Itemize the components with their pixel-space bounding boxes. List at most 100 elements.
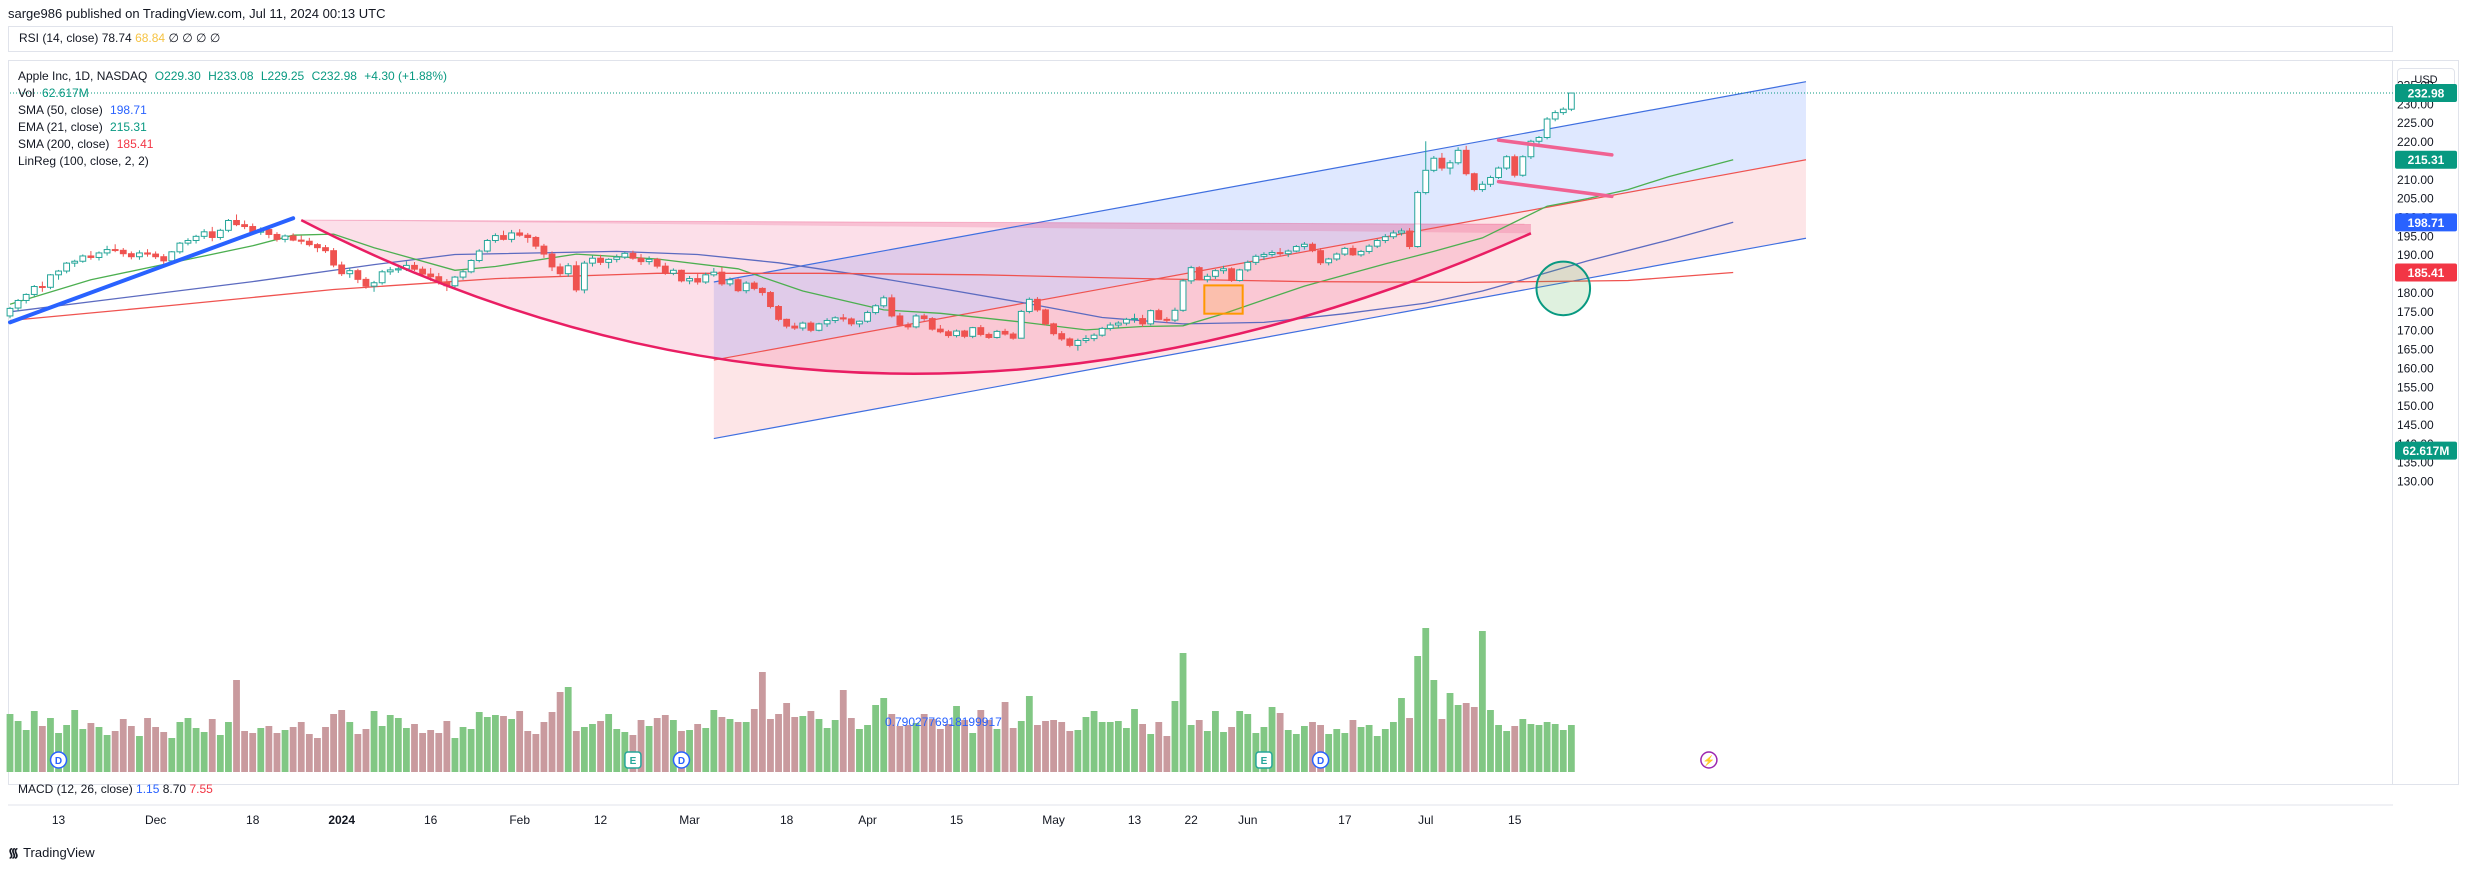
candle[interactable]: [872, 304, 880, 315]
candle[interactable]: [322, 245, 329, 253]
candle[interactable]: [1325, 257, 1333, 266]
candle[interactable]: [475, 249, 483, 263]
candle[interactable]: [1114, 321, 1122, 329]
candle[interactable]: [653, 257, 661, 269]
candle[interactable]: [6, 306, 14, 319]
candle[interactable]: [1236, 268, 1244, 282]
candle[interactable]: [686, 275, 693, 285]
candle[interactable]: [144, 249, 151, 257]
candle[interactable]: [532, 235, 540, 250]
candle[interactable]: [799, 321, 807, 331]
candle[interactable]: [63, 261, 71, 274]
candle[interactable]: [152, 251, 160, 259]
candle[interactable]: [79, 254, 87, 263]
candle[interactable]: [1212, 269, 1219, 279]
candle[interactable]: [953, 329, 960, 338]
candle[interactable]: [702, 272, 710, 284]
candle[interactable]: [1284, 249, 1292, 258]
candle[interactable]: [548, 251, 556, 272]
candle[interactable]: [1203, 273, 1211, 283]
candle[interactable]: [1155, 308, 1163, 321]
candle[interactable]: [1495, 166, 1502, 179]
tradingview-logo[interactable]: ᯾ TradingView: [8, 843, 95, 861]
candle[interactable]: [1454, 147, 1462, 165]
price-badge[interactable]: [2395, 263, 2457, 282]
candle[interactable]: [386, 266, 394, 275]
candle[interactable]: [38, 281, 46, 292]
candle[interactable]: [847, 317, 855, 327]
candle[interactable]: [961, 329, 969, 339]
candle[interactable]: [1389, 230, 1397, 239]
candle[interactable]: [572, 261, 580, 293]
candle[interactable]: [208, 226, 216, 242]
candle[interactable]: [661, 262, 669, 275]
candle[interactable]: [22, 293, 30, 304]
candle[interactable]: [920, 313, 928, 321]
candle[interactable]: [1001, 328, 1009, 336]
legend-symbol[interactable]: Apple Inc, 1D, NASDAQ: [18, 69, 148, 83]
candle[interactable]: [1163, 317, 1171, 323]
candle[interactable]: [176, 242, 184, 254]
candle[interactable]: [540, 243, 548, 258]
candle[interactable]: [742, 281, 750, 294]
legend-linreg-row[interactable]: LinReg (100, close, 2, 2): [18, 153, 451, 170]
candle[interactable]: [1357, 249, 1365, 257]
candle[interactable]: [1147, 309, 1155, 326]
candle[interactable]: [1017, 309, 1025, 339]
candle[interactable]: [47, 274, 54, 290]
candle[interactable]: [767, 291, 774, 309]
candle[interactable]: [370, 280, 378, 292]
candle[interactable]: [750, 281, 758, 291]
candle[interactable]: [645, 256, 653, 265]
candle[interactable]: [216, 228, 224, 240]
candle[interactable]: [451, 275, 459, 289]
legend-vol-row[interactable]: Vol 62.617M: [18, 85, 451, 102]
candle[interactable]: [815, 322, 823, 332]
candle[interactable]: [289, 233, 297, 242]
candle[interactable]: [637, 254, 645, 266]
candle[interactable]: [1034, 297, 1041, 312]
candle[interactable]: [103, 245, 111, 256]
candle[interactable]: [111, 244, 119, 253]
candle[interactable]: [928, 317, 936, 331]
price-badge[interactable]: [2395, 150, 2457, 169]
candle[interactable]: [888, 294, 896, 318]
price-badge[interactable]: [2395, 213, 2457, 232]
candle[interactable]: [184, 238, 192, 246]
candle[interactable]: [1381, 234, 1389, 244]
candle[interactable]: [55, 269, 62, 280]
candle[interactable]: [1260, 252, 1268, 261]
candle[interactable]: [580, 260, 588, 294]
candle[interactable]: [864, 310, 871, 323]
candle[interactable]: [330, 248, 338, 268]
candle[interactable]: [758, 287, 766, 296]
candle[interactable]: [346, 267, 354, 278]
event-marker[interactable]: E: [624, 751, 642, 769]
candle[interactable]: [95, 251, 103, 261]
candle[interactable]: [1559, 107, 1567, 115]
candle[interactable]: [1106, 322, 1114, 331]
candle[interactable]: [912, 314, 920, 329]
rsi-label[interactable]: RSI (14, close): [19, 31, 99, 45]
candle[interactable]: [839, 314, 847, 322]
candle[interactable]: [362, 277, 370, 289]
candle[interactable]: [629, 250, 637, 260]
candle[interactable]: [314, 243, 321, 253]
candle[interactable]: [1082, 335, 1090, 344]
candle[interactable]: [1430, 155, 1438, 173]
candle[interactable]: [492, 233, 499, 243]
candle[interactable]: [1503, 155, 1511, 170]
price-badge[interactable]: [2395, 84, 2457, 103]
candle[interactable]: [1438, 152, 1446, 171]
candle[interactable]: [678, 269, 685, 283]
candle[interactable]: [459, 269, 467, 280]
candle[interactable]: [1228, 267, 1235, 282]
candle[interactable]: [1171, 307, 1179, 322]
candle[interactable]: [669, 268, 677, 276]
candle[interactable]: [1066, 337, 1074, 348]
candle[interactable]: [1090, 333, 1098, 342]
candle[interactable]: [419, 266, 426, 277]
candle[interactable]: [467, 259, 475, 274]
candle[interactable]: [1074, 338, 1082, 351]
